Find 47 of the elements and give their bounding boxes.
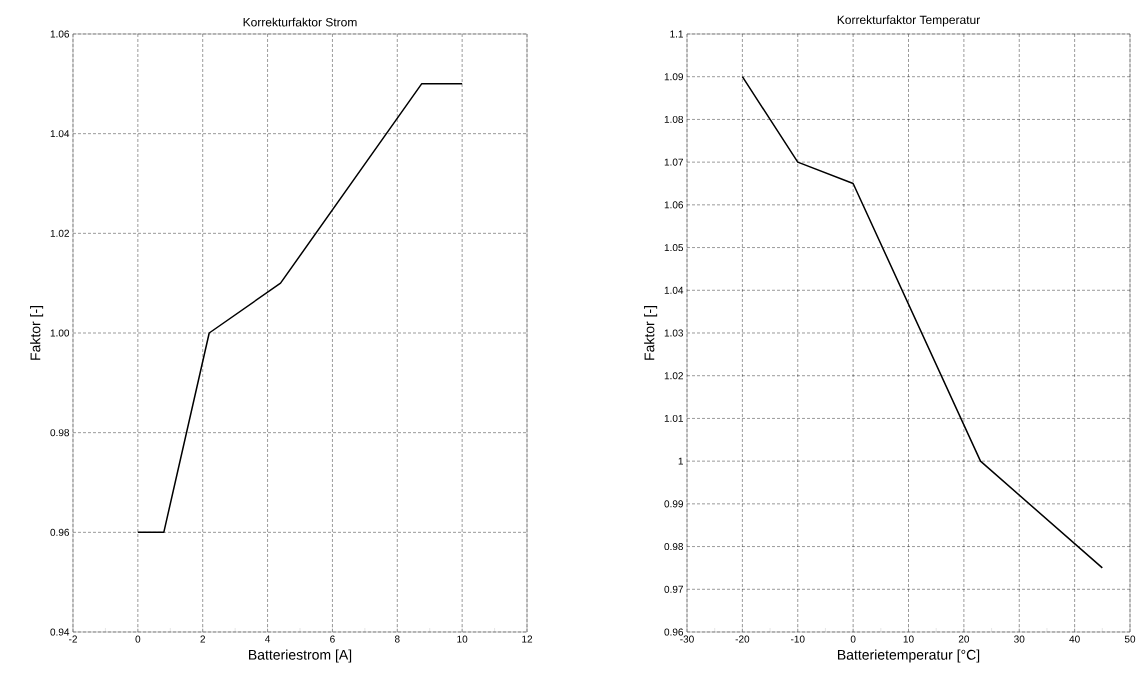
x-tick-label: -2 [68, 635, 77, 643]
y-tick-label: 1.09 [664, 73, 684, 81]
line-series [137, 83, 463, 534]
y-tick-label: 0.98 [50, 429, 70, 437]
x-tick-label: -10 [790, 635, 805, 643]
x-tick-label: 10 [903, 635, 914, 643]
x-tick-label: -20 [735, 635, 750, 643]
y-tick-label: 0.96 [664, 628, 684, 636]
y-tick-label: 1.1 [670, 30, 683, 38]
y-tick-label: 1.02 [50, 229, 69, 237]
x-tick-label: 30 [1014, 635, 1025, 643]
y-tick-label: 1.02 [664, 372, 683, 380]
x-tick-label: 2 [200, 635, 205, 643]
y-tick-label: 0.96 [50, 528, 70, 536]
y-tick-label: 0.99 [664, 500, 684, 508]
x-axis-title: Batteriestrom [A] [249, 649, 352, 663]
y-tick-label: 1.07 [664, 158, 683, 166]
x-tick-label: 20 [958, 635, 970, 643]
y-tick-label: 1.05 [664, 244, 684, 252]
y-tick-label: 1.06 [50, 30, 70, 38]
y-tick-label: 0.98 [664, 543, 684, 551]
y-tick-label: 1.03 [664, 329, 684, 337]
y-tick-label: 0.94 [50, 628, 70, 636]
y-tick-label: 1.01 [664, 414, 683, 422]
line-series [741, 75, 1104, 569]
x-tick-label: 10 [457, 635, 468, 643]
y-tick-label: 0.97 [664, 585, 683, 593]
x-tick-label: -30 [680, 635, 694, 643]
x-tick-label: 12 [522, 635, 533, 643]
y-tick-label: 1.04 [664, 286, 684, 294]
y-tick-label: 1 [678, 457, 683, 465]
x-tick-label: 6 [330, 635, 335, 643]
x-tick-label: 8 [394, 635, 400, 643]
chart-title: Korrekturfaktor Temperatur [837, 15, 980, 27]
y-axis-title: Faktor [-] [30, 306, 44, 360]
x-tick-label: 50 [1124, 635, 1136, 643]
y-tick-label: 1.06 [664, 201, 684, 209]
y-axis-title: Faktor [-] [644, 306, 658, 360]
x-tick-label: 0 [850, 635, 856, 643]
x-axis-title: Batterietemperatur [°C] [837, 649, 980, 663]
x-tick-label: 0 [135, 635, 141, 643]
y-tick-label: 1.04 [50, 130, 70, 138]
chart-title: Korrekturfaktor Strom [243, 17, 357, 27]
y-tick-label: 1.08 [664, 115, 684, 123]
x-tick-label: 40 [1069, 635, 1080, 643]
x-tick-label: 4 [265, 635, 271, 643]
y-tick-label: 1.00 [50, 329, 70, 337]
